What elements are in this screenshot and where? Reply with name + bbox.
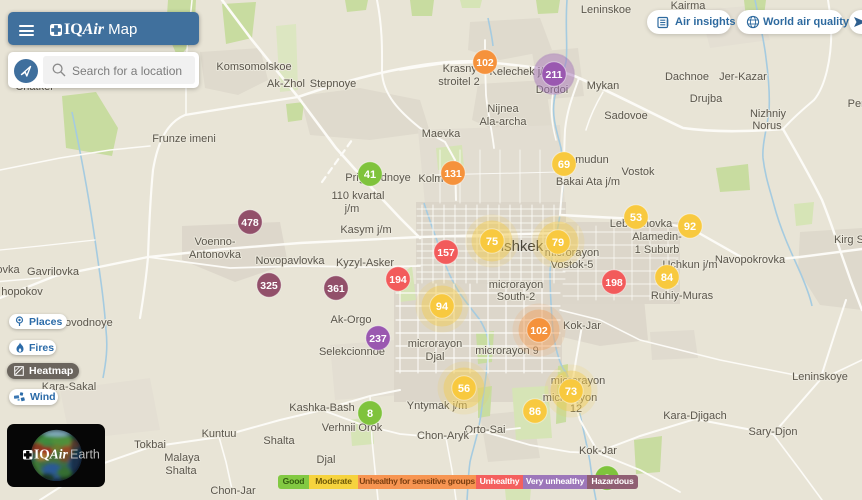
svg-text:Drujba: Drujba	[690, 93, 723, 105]
svg-text:Navopokrovka: Navopokrovka	[715, 254, 786, 266]
svg-text:Orto-Sai: Orto-Sai	[465, 424, 506, 436]
svg-text:Komsomolskoe: Komsomolskoe	[216, 61, 291, 73]
svg-text:94: 94	[436, 301, 449, 313]
svg-text:41: 41	[364, 169, 376, 181]
svg-text:194: 194	[389, 274, 407, 286]
svg-text:microrayon: microrayon	[489, 279, 543, 291]
svg-text:53: 53	[630, 212, 642, 224]
svg-text:56: 56	[458, 383, 470, 395]
svg-text:Jer-Kazar: Jer-Kazar	[719, 71, 767, 83]
svg-text:Shalta: Shalta	[165, 465, 197, 477]
svg-text:Maevka: Maevka	[422, 128, 461, 140]
svg-text:Selekcionnoe: Selekcionnoe	[319, 346, 385, 358]
svg-text:Sary-Djon: Sary-Djon	[749, 426, 798, 438]
svg-text:75: 75	[486, 236, 498, 248]
svg-text:Ak-Zhol: Ak-Zhol	[267, 78, 305, 90]
svg-text:Gavrilovka: Gavrilovka	[27, 266, 80, 278]
svg-text:Pervo: Pervo	[848, 98, 862, 110]
svg-text:Kairma: Kairma	[671, 0, 707, 12]
svg-text:Leninskoe: Leninskoe	[581, 4, 631, 16]
svg-text:Alamedin-: Alamedin-	[632, 231, 682, 243]
svg-text:157: 157	[437, 247, 455, 259]
svg-text:Kok-Jar: Kok-Jar	[563, 320, 601, 332]
svg-text:131: 131	[444, 168, 462, 180]
svg-text:Djal: Djal	[317, 454, 336, 466]
svg-text:Nijnea: Nijnea	[487, 103, 519, 115]
svg-text:Chon-Jar: Chon-Jar	[210, 485, 256, 497]
svg-text:Ala-archa: Ala-archa	[479, 116, 527, 128]
svg-text:Kok-Jar: Kok-Jar	[579, 445, 617, 457]
svg-text:102: 102	[476, 57, 494, 69]
svg-text:211: 211	[546, 69, 563, 81]
svg-text:Kara-Djigach: Kara-Djigach	[663, 410, 727, 422]
svg-text:Antonovka: Antonovka	[189, 249, 242, 261]
svg-text:Kirg Sh: Kirg Sh	[834, 234, 862, 246]
svg-text:Earth: Earth	[70, 448, 100, 462]
svg-text:1 Suburb: 1 Suburb	[635, 244, 680, 256]
svg-text:102: 102	[530, 325, 548, 337]
svg-text:Norus: Norus	[752, 120, 782, 132]
svg-text:Novopavlovka: Novopavlovka	[255, 255, 325, 267]
svg-text:79: 79	[552, 237, 564, 249]
svg-text:325: 325	[260, 280, 278, 292]
svg-text:microrayon 9: microrayon 9	[475, 345, 539, 357]
svg-text:Chon-Aryk: Chon-Aryk	[417, 430, 469, 442]
svg-text:Dachnoe: Dachnoe	[665, 71, 709, 83]
svg-text:Yntymak j/m: Yntymak j/m	[407, 400, 468, 412]
svg-text:Djal: Djal	[426, 351, 445, 363]
svg-text:Krasnyi: Krasnyi	[443, 63, 480, 75]
svg-text:92: 92	[684, 221, 696, 233]
svg-text:Ak-Orgo: Ak-Orgo	[331, 314, 372, 326]
svg-text:Sadovoe: Sadovoe	[604, 110, 647, 122]
svg-text:198: 198	[605, 277, 623, 289]
svg-text:Kashka-Bash: Kashka-Bash	[289, 402, 354, 414]
svg-text:Kasym j/m: Kasym j/m	[340, 224, 391, 236]
svg-text:12: 12	[570, 403, 582, 415]
svg-text:110 kvartal: 110 kvartal	[332, 190, 385, 202]
svg-text:Kyzyl-Asker: Kyzyl-Asker	[336, 257, 394, 269]
svg-text:237: 237	[369, 333, 387, 345]
svg-text:Kuntuu: Kuntuu	[202, 428, 237, 440]
svg-text:Frunze imeni: Frunze imeni	[152, 133, 216, 145]
svg-text:stroitel 2: stroitel 2	[438, 76, 480, 88]
svg-text:Vostok: Vostok	[621, 166, 655, 178]
svg-text:73: 73	[565, 386, 577, 398]
svg-text:8: 8	[367, 408, 373, 420]
svg-text:69: 69	[558, 159, 570, 171]
svg-text:Mykan: Mykan	[587, 80, 619, 92]
svg-text:Nizhniy: Nizhniy	[750, 108, 787, 120]
svg-text:Shalta: Shalta	[263, 435, 295, 447]
svg-text:Malaya: Malaya	[164, 452, 200, 464]
svg-text:IQAir: IQAir	[34, 447, 69, 462]
svg-text:Ruhiy-Muras: Ruhiy-Muras	[651, 290, 714, 302]
svg-text:Stepnoye: Stepnoye	[310, 78, 356, 90]
svg-text:Voenno-: Voenno-	[195, 236, 236, 248]
svg-text:hopokov: hopokov	[1, 286, 43, 298]
svg-text:j/m: j/m	[344, 203, 360, 215]
svg-text:Vostok-5: Vostok-5	[551, 259, 594, 271]
svg-text:84: 84	[661, 272, 674, 284]
svg-text:South-2: South-2	[497, 291, 536, 303]
svg-text:Tokbai: Tokbai	[134, 439, 166, 451]
svg-text:86: 86	[529, 406, 541, 418]
svg-text:Bakai Ata j/m: Bakai Ata j/m	[556, 176, 620, 188]
svg-text:478: 478	[241, 217, 259, 229]
svg-text:microrayon: microrayon	[408, 338, 462, 350]
svg-text:ovka: ovka	[0, 264, 20, 276]
svg-text:Leninskoye: Leninskoye	[792, 371, 848, 383]
svg-text:361: 361	[327, 283, 345, 295]
